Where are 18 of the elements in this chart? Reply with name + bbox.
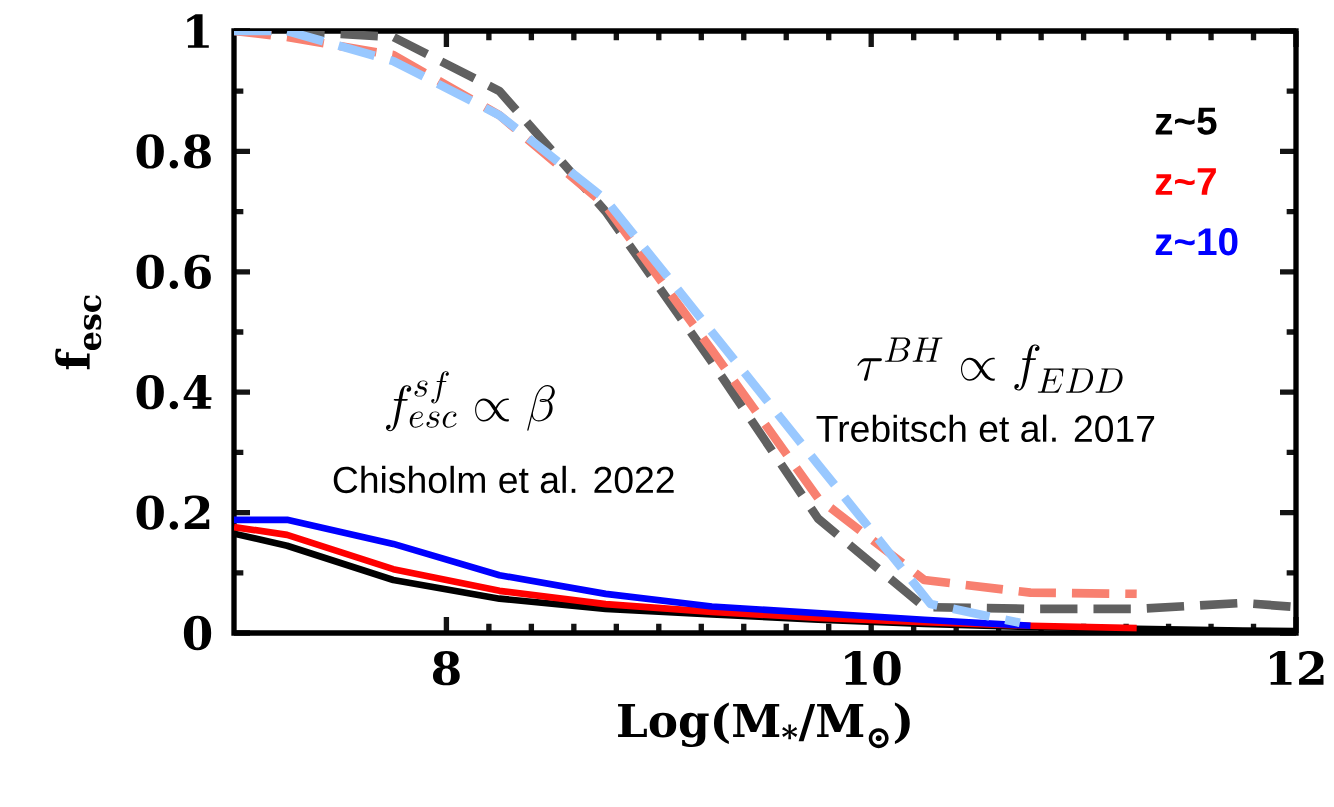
y-axis-title: f$_{esc}$ — [55, 295, 102, 370]
y-tick-label: 1 — [187, 14, 209, 48]
annotation: Chisholm et al. 2022 — [333, 465, 674, 494]
annotation: $\tau^{BH} \propto f_{EDD}$ — [857, 337, 1123, 393]
x-axis-title: Log(M$_{*}$/M$_{⊙}$) — [618, 702, 910, 749]
y-tick-label: 0.6 — [136, 254, 211, 289]
text: z~7 — [1155, 168, 1216, 195]
text: z~5 — [1155, 107, 1217, 135]
annotation: $f^{sf}_{esc} \propto \beta$ — [385, 371, 555, 432]
text: z~10 — [1155, 228, 1238, 256]
y-tick-label: 0.2 — [136, 495, 210, 530]
x-tick-label: 12 — [1270, 651, 1324, 685]
y-tick-label: 0.8 — [136, 134, 211, 169]
y-tick-label: 0.4 — [136, 375, 212, 410]
x-tick-label: 10 — [845, 651, 901, 686]
annotation: Trebitsch et al. 2017 — [816, 414, 1155, 443]
x-tick-label: 8 — [432, 651, 460, 686]
y-tick-label: 0 — [183, 615, 212, 651]
